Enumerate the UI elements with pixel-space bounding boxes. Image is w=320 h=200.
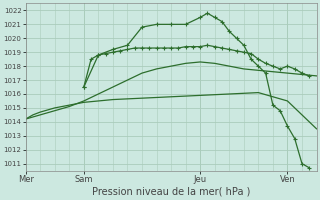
X-axis label: Pression niveau de la mer( hPa ): Pression niveau de la mer( hPa ) bbox=[92, 187, 250, 197]
